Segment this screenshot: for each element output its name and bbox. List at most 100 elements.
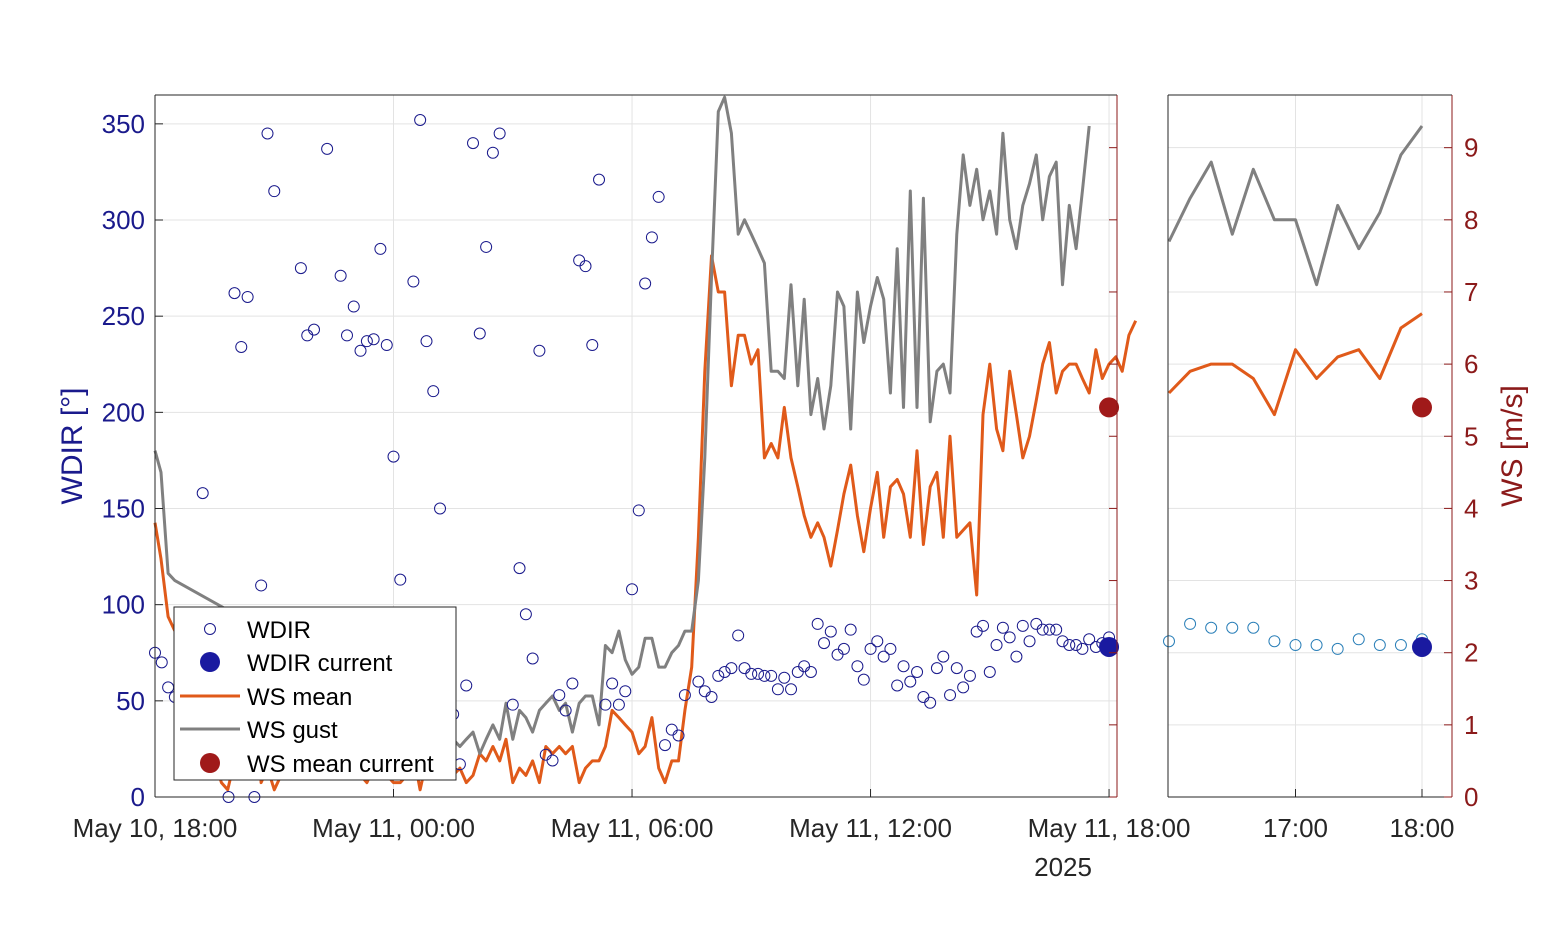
right-tick-label-1: 1: [1464, 710, 1478, 740]
left-tick-label-3: 150: [102, 494, 145, 524]
zoom-wdir-point-6: [1289, 639, 1302, 652]
ws-mean-current-marker: [1099, 397, 1120, 418]
wdir-point-121: [1043, 623, 1056, 636]
right-tick-label-9: 9: [1464, 133, 1478, 163]
zoom-wdir-point-5: [1268, 635, 1281, 648]
wdir-point-53: [586, 339, 599, 352]
right-tick-label-3: 3: [1464, 566, 1478, 596]
wdir-point-96: [877, 650, 890, 663]
wdir-point-106: [944, 689, 957, 702]
wdir-point-4: [196, 487, 209, 500]
wdir-point-105: [937, 650, 950, 663]
wdir-point-67: [678, 689, 691, 702]
wdir-point-1: [155, 656, 168, 669]
wdir-point-82: [785, 683, 798, 696]
zoom-ws-mean-line: [1167, 312, 1423, 417]
right-tick-label-7: 7: [1464, 277, 1478, 307]
wdir-point-114: [996, 621, 1009, 634]
zoom-wdir-point-10: [1373, 639, 1386, 652]
wdir-point-32: [434, 502, 447, 515]
right-tick-label-5: 5: [1464, 421, 1478, 451]
wdir-point-126: [1076, 642, 1089, 655]
wdir-point-30: [420, 335, 433, 348]
wdir-point-45: [533, 344, 546, 357]
wdir-point-39: [486, 146, 499, 159]
wdir-current-marker: [1099, 636, 1120, 657]
wdir-point-74: [732, 629, 745, 642]
wdir-point-72: [718, 665, 731, 678]
left-tick-label-7: 350: [102, 109, 145, 139]
right-axis-label: WS [m/s]: [1496, 385, 1529, 507]
wdir-point-118: [1023, 635, 1036, 648]
wdir-point-29: [414, 114, 427, 127]
legend-ws-mean-current-symbol: [200, 753, 220, 773]
wdir-point-115: [1003, 631, 1016, 644]
zoom-plot-area: [1168, 95, 1452, 797]
zoom-x-tick-label-1: 18:00: [1389, 813, 1454, 843]
right-tick-label-2: 2: [1464, 638, 1478, 668]
legend-box: [173, 606, 457, 781]
zoom-wdir-point-11: [1394, 639, 1407, 652]
wdir-point-16: [308, 323, 321, 336]
wdir-point-123: [1056, 635, 1069, 648]
wdir-point-58: [619, 685, 632, 698]
ws-gust-line: [153, 95, 1091, 756]
wdir-point-48: [553, 689, 566, 702]
x-tick-label-2: May 11, 06:00: [551, 813, 714, 843]
left-axis-label: WDIR [°]: [56, 388, 89, 505]
wdir-point-26: [387, 450, 400, 463]
wdir-point-24: [374, 242, 387, 255]
left-tick-label-4: 200: [102, 397, 145, 427]
wdir-point-91: [844, 623, 857, 636]
wdir-point-13: [268, 185, 281, 198]
zoom-x-tick-label-0: 17:00: [1263, 813, 1328, 843]
wdir-point-111: [977, 619, 990, 632]
wdir-point-100: [904, 675, 917, 688]
wdir-point-95: [871, 635, 884, 648]
wdir-point-80: [771, 683, 784, 696]
wdir-point-93: [857, 673, 870, 686]
x-tick-label-0: May 10, 18:00: [73, 813, 238, 843]
wdir-point-11: [255, 579, 268, 592]
wdir-point-113: [990, 639, 1003, 652]
wdir-point-86: [811, 617, 824, 630]
wdir-point-73: [725, 662, 738, 675]
wdir-point-42: [513, 562, 526, 575]
wdir-point-108: [957, 681, 970, 694]
wdir-point-59: [626, 583, 639, 596]
zoom-wdir-point-9: [1352, 633, 1365, 646]
right-tick-label-0: 0: [1464, 782, 1478, 812]
left-tick-label-6: 300: [102, 205, 145, 235]
left-tick-label-1: 50: [116, 686, 145, 716]
legend: WDIR WDIR current WS mean WS gust WS mean cu…: [173, 606, 457, 781]
x-tick-label-3: May 11, 12:00: [789, 813, 952, 843]
wdir-point-27: [394, 573, 407, 586]
wdir-point-7: [228, 287, 241, 300]
wdir-point-68: [692, 675, 705, 688]
wdir-point-31: [427, 385, 440, 398]
wdir-point-71: [712, 669, 725, 682]
wdir-point-109: [963, 669, 976, 682]
zoom-wdir-point-3: [1226, 621, 1239, 634]
left-tick-label-2: 100: [102, 590, 145, 620]
wdir-point-55: [599, 698, 612, 711]
wdir-point-112: [983, 665, 996, 678]
wdir-point-8: [235, 340, 248, 353]
legend-label-3: WS gust: [247, 717, 338, 744]
wdir-point-78: [758, 669, 771, 682]
zoom-wdir-point-8: [1331, 642, 1344, 655]
wdir-point-77: [752, 667, 765, 680]
wdir-point-25: [380, 339, 393, 352]
wdir-point-56: [606, 677, 619, 690]
wdir-point-14: [294, 262, 307, 275]
wdir-point-64: [659, 739, 672, 752]
wdir-point-61: [639, 277, 652, 290]
wdir-point-28: [407, 275, 420, 288]
wdir-point-12: [261, 127, 274, 140]
wdir-point-66: [672, 729, 685, 742]
zoom-wdir-point-2: [1205, 621, 1218, 634]
wdir-point-116: [1010, 650, 1023, 663]
zoom-ws-gust-line: [1167, 125, 1424, 287]
wdir-point-90: [837, 642, 850, 655]
legend-label-1: WDIR current: [247, 650, 393, 677]
